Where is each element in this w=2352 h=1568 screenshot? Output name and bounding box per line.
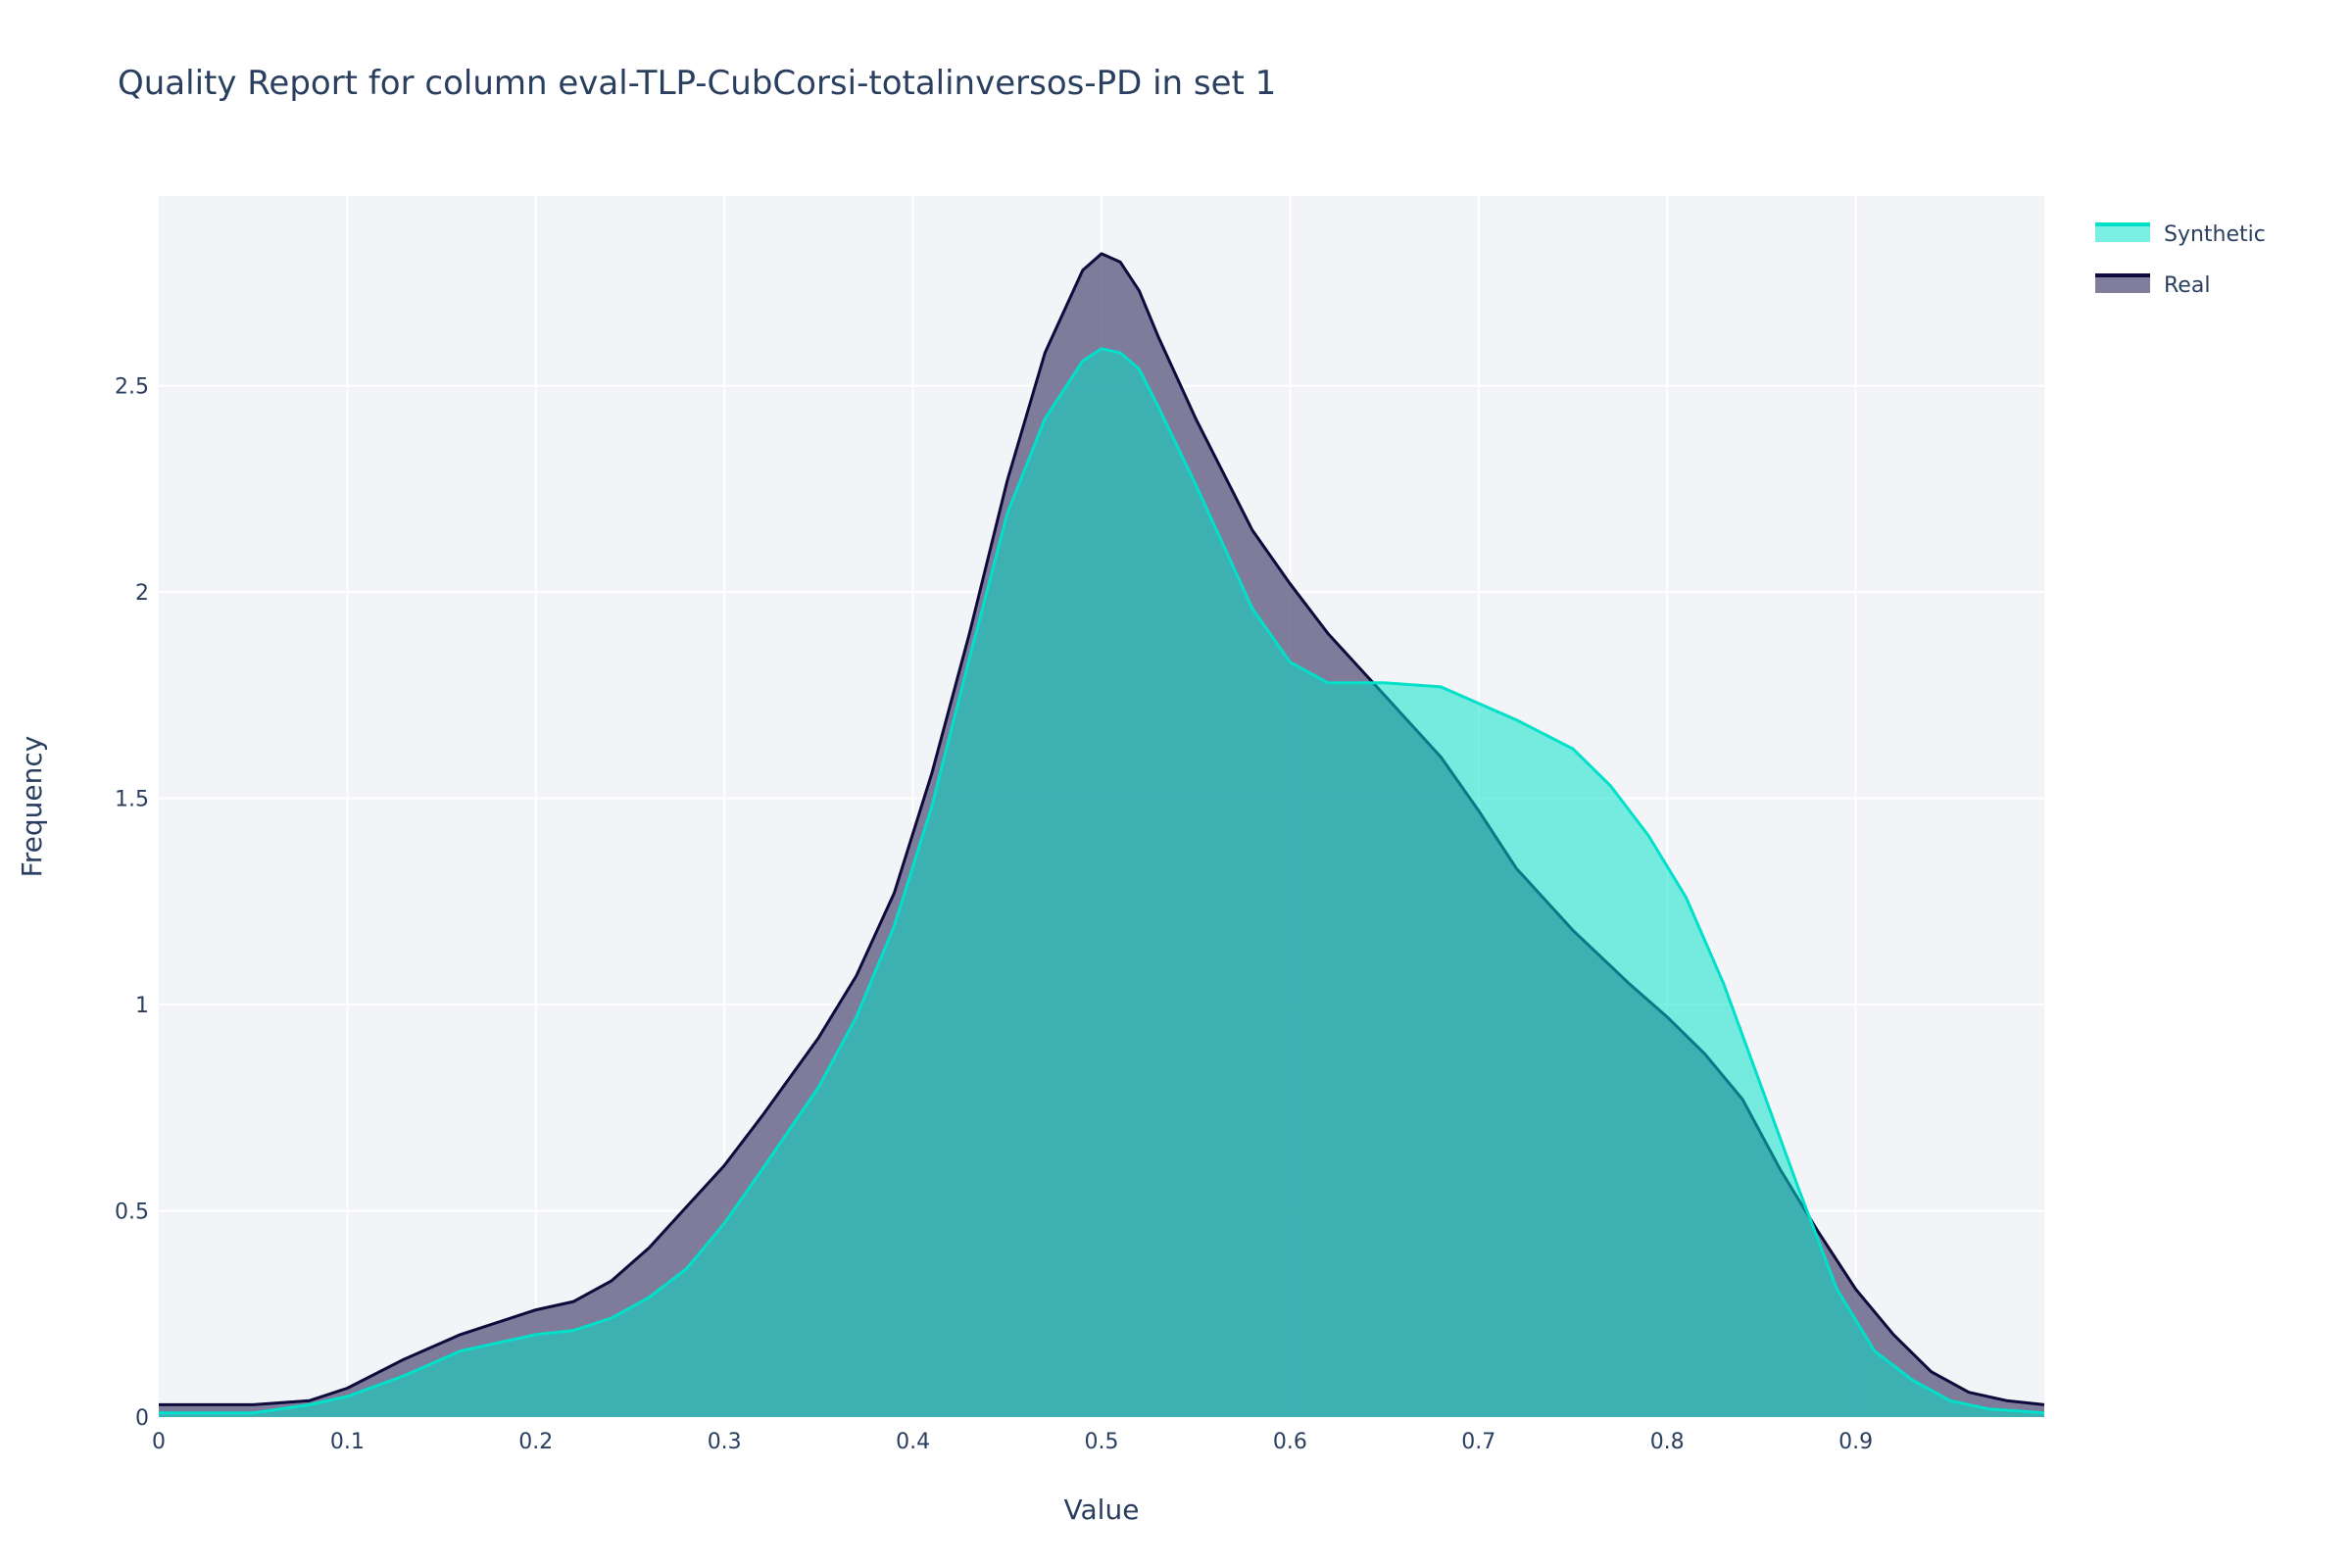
legend-item-real[interactable]: Real xyxy=(2095,273,2210,298)
x-tick-label: 0.1 xyxy=(330,1430,365,1454)
x-tick-label: 0.3 xyxy=(708,1430,742,1454)
x-tick-label: 0 xyxy=(152,1430,166,1454)
y-axis-title: Frequency xyxy=(16,736,48,878)
legend-label-real: Real xyxy=(2164,273,2210,298)
y-tick-label: 1 xyxy=(135,994,149,1018)
synthetic-series-area xyxy=(159,348,2044,1417)
y-tick-label: 2 xyxy=(135,581,149,606)
y-tick-label: 0 xyxy=(135,1406,149,1431)
x-tick-label: 0.8 xyxy=(1650,1430,1685,1454)
y-tick-label: 0.5 xyxy=(115,1200,149,1225)
x-tick-label: 0.4 xyxy=(896,1430,930,1454)
x-tick-label: 0.2 xyxy=(518,1430,553,1454)
legend[interactable]: Synthetic Real xyxy=(2095,222,2266,298)
legend-swatch-real xyxy=(2095,275,2150,293)
y-tick-label: 2.5 xyxy=(115,375,149,400)
series-layer xyxy=(159,252,2045,1417)
y-tick-label: 1.5 xyxy=(115,788,149,812)
legend-swatch-synthetic xyxy=(2095,224,2150,242)
tick-labels: 0 0.1 0.2 0.3 0.4 0.5 0.6 0.7 0.8 0.9 0 0.5 1 1.5 2 2.5 xyxy=(115,375,1873,1454)
x-tick-label: 0.5 xyxy=(1085,1430,1119,1454)
synthetic-series-line xyxy=(159,347,2045,1415)
chart-title: Quality Report for column eval-TLP-CubCo… xyxy=(118,64,1276,103)
x-axis-title: Value xyxy=(1064,1494,1140,1526)
legend-label-synthetic: Synthetic xyxy=(2164,222,2266,247)
x-tick-label: 0.6 xyxy=(1273,1430,1307,1454)
legend-item-synthetic[interactable]: Synthetic xyxy=(2095,222,2266,247)
x-tick-label: 0.9 xyxy=(1838,1430,1873,1454)
x-tick-label: 0.7 xyxy=(1461,1430,1495,1454)
